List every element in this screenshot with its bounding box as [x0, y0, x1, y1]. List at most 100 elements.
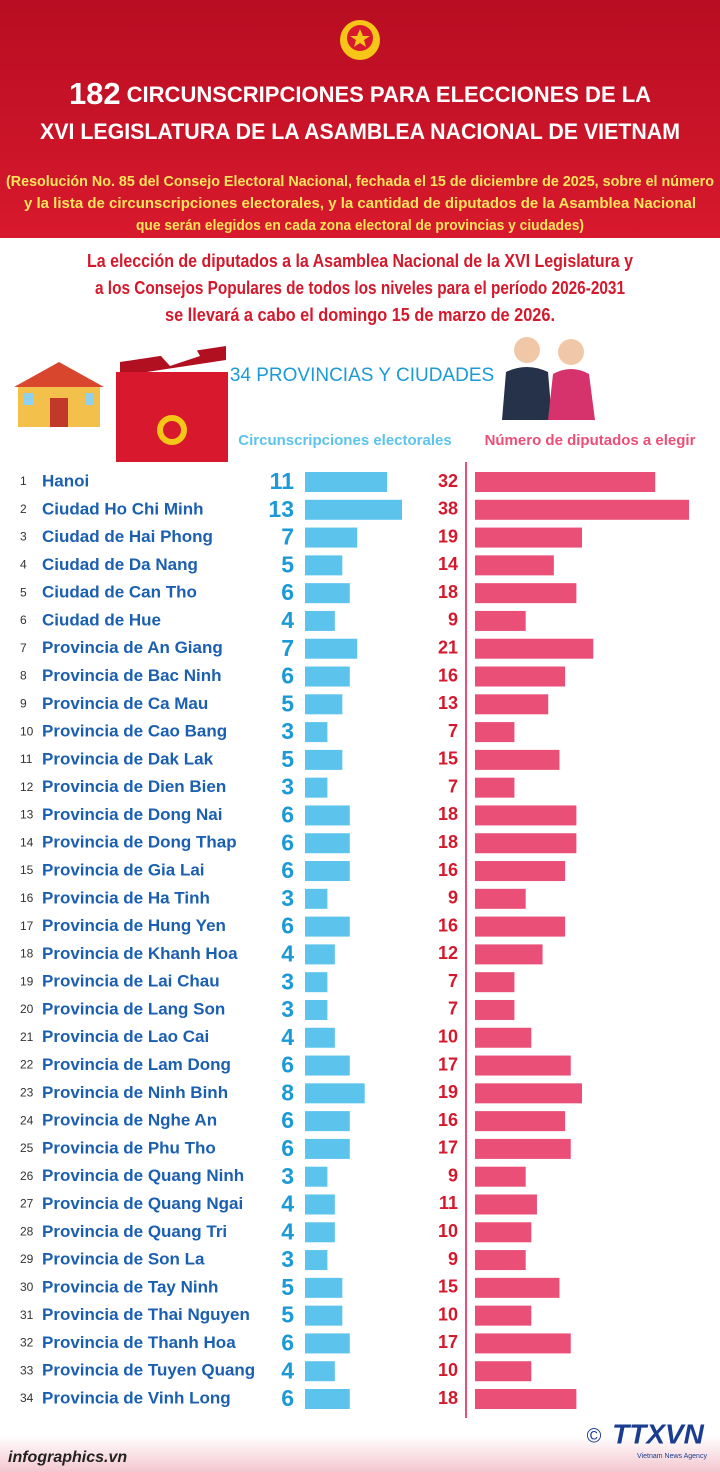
bar	[475, 1138, 571, 1159]
value-label: 11	[270, 468, 295, 494]
rank: 22	[20, 1058, 34, 1072]
category-label: Provincia de Ninh Binh	[42, 1083, 228, 1102]
category-label: Provincia de Lam Dong	[42, 1055, 231, 1074]
value-label: 7	[281, 524, 294, 550]
category-label: Provincia de Nghe An	[42, 1111, 217, 1130]
category-label: Provincia de Quang Ninh	[42, 1166, 244, 1185]
category-label: Provincia de Dak Lak	[42, 749, 214, 768]
value-label: 6	[281, 1135, 294, 1161]
value-label: 5	[281, 1302, 294, 1328]
bar	[305, 1027, 335, 1048]
category-label: Provincia de Ha Tinh	[42, 888, 210, 907]
value-label: 4	[281, 1024, 294, 1050]
banner: 34 PROVINCIAS Y CIUDADES	[230, 365, 494, 386]
value-label: 17	[438, 1332, 458, 1352]
bar	[305, 666, 350, 687]
value-label: 4	[281, 1218, 294, 1244]
bar	[475, 777, 515, 798]
value-label: 3	[281, 1163, 294, 1189]
subtitle: que serán elegidos en cada zona electora…	[136, 217, 584, 234]
bar	[305, 972, 328, 993]
bar	[305, 777, 328, 798]
bar	[475, 722, 515, 743]
value-label: 4	[281, 940, 294, 966]
bar	[475, 583, 577, 604]
bar	[305, 1166, 328, 1187]
bar	[305, 527, 358, 548]
bar	[305, 694, 343, 715]
value-label: 3	[281, 718, 294, 744]
bar	[305, 805, 350, 826]
bar	[475, 1222, 532, 1243]
value-label: 7	[448, 971, 458, 991]
value-label: 7	[448, 776, 458, 796]
rank: 6	[20, 613, 27, 627]
value-label: 12	[438, 943, 458, 963]
category-label: Provincia de Hung Yen	[42, 916, 226, 935]
value-label: 15	[438, 749, 458, 769]
category-label: Provincia de Phu Tho	[42, 1138, 216, 1157]
value-label: 6	[281, 1330, 294, 1356]
value-label: 6	[281, 802, 294, 828]
bar	[475, 638, 594, 659]
bar	[475, 499, 689, 520]
rank: 30	[20, 1280, 34, 1294]
rank: 4	[20, 558, 27, 572]
value-label: 3	[281, 968, 294, 994]
emblem	[340, 20, 380, 60]
ballot-box	[116, 338, 228, 462]
value-label: 16	[438, 915, 458, 935]
bar	[305, 888, 328, 909]
value-label: 6	[281, 913, 294, 939]
category-label: Provincia de Quang Tri	[42, 1222, 227, 1241]
category-label: Provincia de Quang Ngai	[42, 1194, 243, 1213]
category-label: Ciudad de Hue	[42, 610, 161, 629]
bar	[305, 583, 350, 604]
bar	[305, 916, 350, 937]
copyright-symbol: ©	[587, 1425, 602, 1447]
value-label: 13	[438, 693, 458, 713]
rank: 27	[20, 1197, 34, 1211]
category-label: Ciudad de Hai Phong	[42, 527, 213, 546]
category-label: Provincia de Lao Cai	[42, 1027, 209, 1046]
value-label: 19	[438, 526, 458, 546]
bar	[475, 1027, 532, 1048]
subtitle: y la lista de circunscripciones electora…	[24, 195, 696, 212]
value-label: 7	[281, 635, 294, 661]
bar	[475, 1250, 526, 1271]
category-label: Ciudad Ho Chi Minh	[42, 499, 203, 518]
value-label: 9	[448, 610, 458, 630]
value-label: 17	[438, 1054, 458, 1074]
bar	[475, 555, 554, 576]
bar	[305, 1222, 335, 1243]
bar	[475, 944, 543, 965]
rank: 31	[20, 1308, 34, 1322]
bar	[475, 1389, 577, 1409]
rank: 17	[20, 919, 34, 933]
bar	[305, 499, 402, 520]
value-label: 6	[281, 663, 294, 689]
category-label: Provincia de Son La	[42, 1250, 205, 1269]
rank: 1	[20, 474, 27, 488]
value-label: 6	[281, 1385, 294, 1411]
title-text: CIRCUNSCRIPCIONES PARA ELECCIONES DE LA	[127, 82, 651, 107]
value-label: 3	[281, 774, 294, 800]
intro: La elección de diputados a la Asamblea N…	[87, 251, 633, 271]
value-label: 10	[438, 1027, 458, 1047]
value-label: 16	[438, 860, 458, 880]
category-label: Provincia de Vinh Long	[42, 1388, 231, 1407]
legend-label: Número de diputados a elegir	[485, 432, 696, 449]
value-label: 4	[281, 1191, 294, 1217]
logo-subtitle: Vietnam News Agency	[637, 1453, 707, 1460]
bar	[305, 1333, 350, 1354]
value-label: 6	[281, 1107, 294, 1133]
bar	[305, 1111, 350, 1132]
bar	[305, 1083, 365, 1104]
bar	[475, 1333, 571, 1354]
value-label: 8	[281, 1079, 294, 1105]
value-label: 10	[438, 1304, 458, 1324]
value-label: 5	[281, 551, 294, 577]
bar	[305, 749, 343, 770]
rank: 5	[20, 585, 27, 599]
